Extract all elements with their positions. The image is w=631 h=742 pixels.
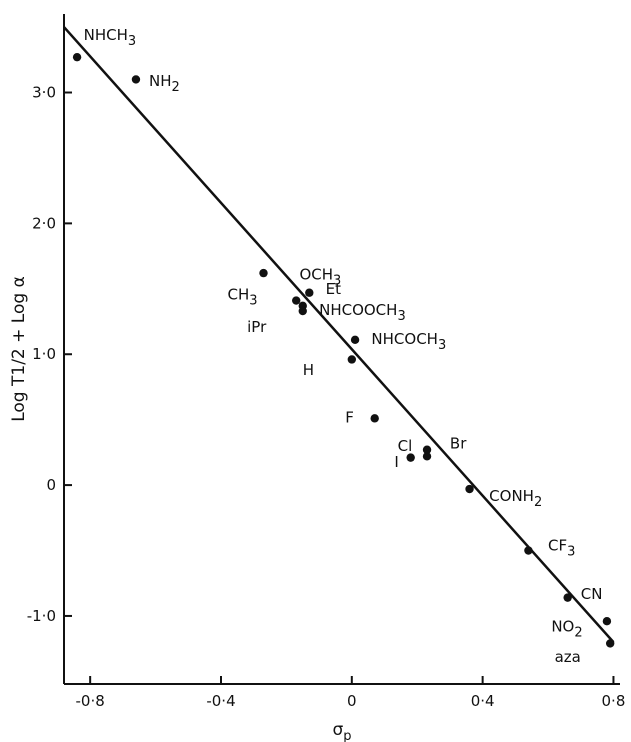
point-label: CONH2 (489, 487, 542, 510)
data-point (606, 639, 614, 647)
data-points (73, 53, 615, 648)
data-point (299, 307, 307, 315)
data-point (371, 414, 379, 422)
y-tick-label: 0 (46, 476, 56, 494)
point-label: NHCOOCH3 (319, 301, 406, 324)
point-label: Br (450, 434, 467, 452)
data-point (563, 593, 571, 601)
data-point (603, 617, 611, 625)
data-point (524, 546, 532, 554)
point-label: aza (555, 648, 581, 666)
x-tick-label: 0·4 (471, 692, 495, 710)
point-label: NHCH3 (84, 26, 137, 49)
point-label: NH2 (149, 72, 180, 95)
point-label: CN (581, 585, 603, 603)
data-point (348, 355, 356, 363)
y-tick-label: 1·0 (32, 345, 56, 363)
y-tick-label: 2·0 (32, 214, 56, 232)
point-labels: NHCH3NH2OCH3CH3EtNHCOOCH3iPrNHCOCH3HFClI… (84, 26, 603, 666)
y-tick-label: 3·0 (32, 84, 56, 102)
point-label: CF3 (548, 537, 575, 560)
data-point (73, 53, 81, 61)
point-label: Et (326, 280, 341, 298)
point-label: NO2 (551, 618, 582, 641)
point-label: H (303, 361, 314, 379)
point-label: I (394, 453, 398, 471)
x-tick-label: 0 (347, 692, 357, 710)
point-label: CH3 (228, 285, 258, 308)
x-tick-label: 0·8 (602, 692, 626, 710)
y-tick-label: -1·0 (27, 607, 56, 625)
data-point (292, 296, 300, 304)
data-point (351, 336, 359, 344)
x-tick-label: -0·8 (76, 692, 105, 710)
chart-axes: -0·8 -0·4 0 0·4 0·8 3·0 2·0 1·0 0 -1·0 (27, 14, 626, 710)
point-label: Cl (398, 437, 413, 455)
data-point (423, 446, 431, 454)
point-label: NHCOCH3 (371, 330, 446, 353)
data-point (465, 485, 473, 493)
data-point (132, 75, 140, 83)
point-label: iPr (247, 318, 267, 336)
x-axis-label: σp (332, 720, 351, 742)
data-point (259, 269, 267, 277)
y-axis-label: Log T1/2 + Log α (9, 276, 29, 422)
point-label: F (345, 408, 354, 426)
x-tick-label: -0·4 (206, 692, 235, 710)
data-point (305, 289, 313, 297)
